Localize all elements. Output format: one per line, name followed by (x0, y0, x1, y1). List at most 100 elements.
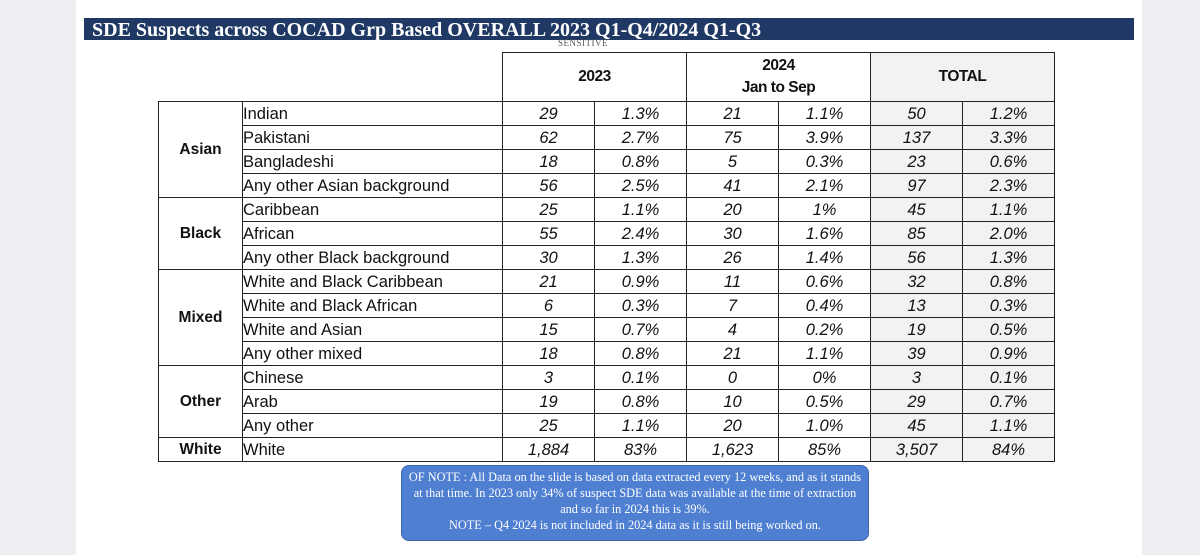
row-label: Any other Black background (242, 245, 503, 270)
cell-ntot: 45 (870, 197, 963, 222)
row-label: Caribbean (242, 197, 503, 222)
cell-n2024: 11 (686, 269, 779, 294)
cell-ptot: 3.3% (962, 125, 1055, 150)
cell-ptot: 1.1% (962, 413, 1055, 438)
table-row: Pakistani 62 2.7% 75 3.9% 137 3.3% (159, 125, 1055, 150)
cell-n2023: 62 (502, 125, 595, 150)
cell-p2023: 2.7% (594, 125, 687, 150)
row-label: Chinese (242, 365, 503, 390)
cell-n2023: 19 (502, 389, 595, 414)
cell-ptot: 2.3% (962, 173, 1055, 198)
cell-ptot: 0.7% (962, 389, 1055, 414)
cell-n2024: 21 (686, 101, 779, 126)
group-label: Asian (158, 101, 243, 198)
cell-n2023: 29 (502, 101, 595, 126)
cell-ntot: 50 (870, 101, 963, 126)
cell-p2023: 83% (594, 437, 687, 462)
table-body: 2023 2024 Jan to Sep TOTAL Asian Indian 29… (158, 52, 1055, 462)
table-row: Any other Black background 30 1.3% 26 1.4% 56… (159, 245, 1055, 270)
cell-p2024: 1.6% (778, 221, 871, 246)
header-2024-year: 2024 (762, 57, 795, 74)
cell-p2023: 0.9% (594, 269, 687, 294)
table-row: Any other Asian background 56 2.5% 41 2.1% 97… (159, 173, 1055, 198)
cell-ntot: 29 (870, 389, 963, 414)
cell-ntot: 19 (870, 317, 963, 342)
cell-ntot: 45 (870, 413, 963, 438)
cell-n2024: 4 (686, 317, 779, 342)
cell-n2023: 55 (502, 221, 595, 246)
header-2024: 2024 Jan to Sep (686, 52, 871, 102)
cell-n2024: 7 (686, 293, 779, 318)
table-row: Other Chinese 3 0.1% 0 0% 3 0.1% (158, 365, 1055, 438)
cell-p2024: 0% (778, 365, 871, 390)
group-label: Black (158, 197, 243, 270)
cell-p2023: 0.8% (594, 389, 687, 414)
row-label: Bangladeshi (242, 149, 503, 174)
row-label: Indian (242, 101, 503, 126)
table-row: White and Black African 6 0.3% 7 0.4% 13 0.3% (159, 293, 1055, 318)
table-row: Any other mixed 18 0.8% 21 1.1% 39 0.9% (159, 341, 1055, 366)
table-row: Bangladeshi 18 0.8% 5 0.3% 23 0.6% (159, 149, 1055, 174)
row-label: White and Black African (242, 293, 503, 318)
cell-ntot: 32 (870, 269, 963, 294)
cell-p2024: 0.2% (778, 317, 871, 342)
cell-p2023: 0.8% (594, 149, 687, 174)
cell-n2023: 18 (502, 149, 595, 174)
table-row: White White 1,884 83% 1,623 85% 3,507 84% (158, 437, 1055, 462)
header-total: TOTAL (870, 52, 1055, 102)
cell-p2023: 2.5% (594, 173, 687, 198)
cell-n2023: 15 (502, 317, 595, 342)
cell-n2024: 21 (686, 341, 779, 366)
cell-n2024: 26 (686, 245, 779, 270)
cell-ntot: 23 (870, 149, 963, 174)
cell-ntot: 56 (870, 245, 963, 270)
cell-n2023: 25 (502, 413, 595, 438)
cell-n2023: 3 (502, 365, 595, 390)
cell-n2023: 25 (502, 197, 595, 222)
cell-ntot: 85 (870, 221, 963, 246)
cell-n2024: 30 (686, 221, 779, 246)
table-row: Asian Indian 29 1.3% 21 1.1% 50 1.2% (158, 101, 1055, 198)
cell-p2024: 0.3% (778, 149, 871, 174)
cell-ntot: 3 (870, 365, 963, 390)
cell-n2024: 20 (686, 197, 779, 222)
cell-ptot: 84% (962, 437, 1055, 462)
cell-ntot: 39 (870, 341, 963, 366)
cell-ptot: 0.1% (962, 365, 1055, 390)
row-label: Arab (242, 389, 503, 414)
group-label: White (158, 437, 243, 462)
note-text: OF NOTE : All Data on the slide is based… (408, 470, 862, 516)
row-label: White (242, 437, 503, 462)
note-box: OF NOTE : All Data on the slide is based… (401, 465, 869, 541)
cell-n2024: 75 (686, 125, 779, 150)
title-bar (84, 18, 1134, 40)
cell-ptot: 0.8% (962, 269, 1055, 294)
cell-p2023: 0.3% (594, 293, 687, 318)
classification-marking: SENSITIVE (558, 38, 608, 48)
header-2023: 2023 (502, 52, 687, 102)
row-label: White and Asian (242, 317, 503, 342)
cell-p2023: 0.7% (594, 317, 687, 342)
cell-n2024: 0 (686, 365, 779, 390)
table-row: African 55 2.4% 30 1.6% 85 2.0% (159, 221, 1055, 246)
cell-ptot: 1.1% (962, 197, 1055, 222)
row-label: Any other (242, 413, 503, 438)
cell-n2023: 56 (502, 173, 595, 198)
cell-ptot: 2.0% (962, 221, 1055, 246)
group-label: Other (158, 365, 243, 438)
row-label: White and Black Caribbean (242, 269, 503, 294)
cell-n2023: 21 (502, 269, 595, 294)
row-label: Any other Asian background (242, 173, 503, 198)
cell-p2023: 2.4% (594, 221, 687, 246)
slide-title: SDE Suspects across COCAD Grp Based OVER… (92, 19, 762, 41)
cell-p2024: 1.1% (778, 341, 871, 366)
cell-n2024: 1,623 (686, 437, 779, 462)
note-q4: NOTE – Q4 2024 is not included in 2024 d… (449, 518, 821, 532)
cell-p2024: 1% (778, 197, 871, 222)
cell-ptot: 0.3% (962, 293, 1055, 318)
header-2024-period: Jan to Sep (741, 79, 816, 96)
cell-p2024: 1.4% (778, 245, 871, 270)
cell-p2023: 0.8% (594, 341, 687, 366)
table-row: Black Caribbean 25 1.1% 20 1% 45 1.1% (158, 197, 1055, 270)
cell-ptot: 0.5% (962, 317, 1055, 342)
